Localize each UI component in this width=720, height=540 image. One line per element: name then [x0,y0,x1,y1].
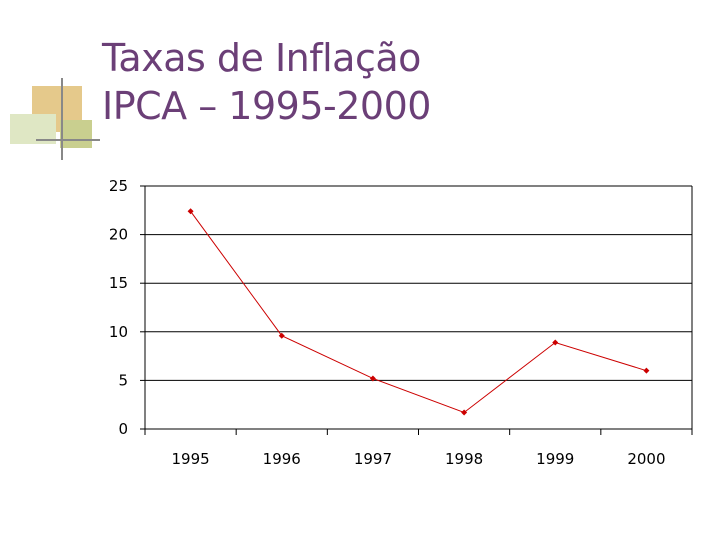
x-tick-label-2000: 2000 [627,450,665,468]
data-point-1995 [187,208,194,215]
y-tick-label-15: 15 [109,274,128,292]
y-tick-label-25: 25 [109,177,128,195]
x-tick-label-1997: 1997 [354,450,392,468]
decor-square-olive [60,120,92,148]
y-tick-label-10: 10 [109,323,128,341]
data-point-1997 [369,375,376,382]
y-tick-label-0: 0 [118,420,128,438]
x-tick-label-1999: 1999 [536,450,574,468]
title-line-1: Taxas de Inflação [102,36,421,80]
x-tick-label-1998: 1998 [445,450,483,468]
data-point-1999 [552,339,559,346]
y-tick-label-20: 20 [109,226,128,244]
data-point-2000 [643,367,650,374]
series-line-0 [190,210,647,414]
slide-title: Taxas de Inflação IPCA – 1995-2000 [102,34,431,130]
title-line-2: IPCA – 1995-2000 [102,84,431,128]
x-tick-label-1995: 1995 [171,450,209,468]
data-point-1996 [278,332,285,339]
data-point-1998 [461,409,468,416]
x-tick-label-1996: 1996 [263,450,301,468]
y-tick-label-5: 5 [118,371,128,389]
decorative-corner-graphic [10,78,100,160]
